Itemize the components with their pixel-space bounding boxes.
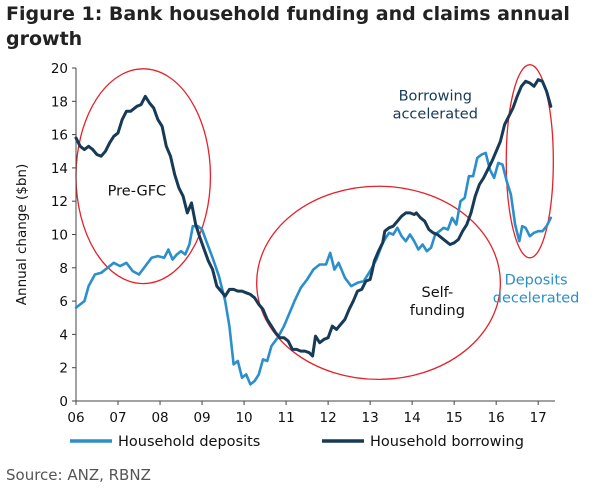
legend: Household deposits Household borrowing — [70, 434, 524, 450]
annotation-line: accelerated — [393, 107, 478, 123]
annotations: Pre-GFC Self-funding Borrowing accelerated D… — [108, 88, 580, 319]
x-tick-label: 07 — [109, 410, 126, 426]
y-tick-label: 2 — [59, 361, 68, 377]
self-funding-ellipse — [256, 185, 502, 381]
legend-label-deposits: Household deposits — [118, 434, 260, 450]
y-tick-label: 4 — [59, 327, 68, 343]
x-tick-label: 15 — [446, 410, 463, 426]
annotation-pre-gfc: Pre-GFC — [108, 183, 167, 199]
x-tick-label: 06 — [67, 410, 84, 426]
household-borrowing-line — [74, 78, 553, 358]
annotation-borrowing-accelerated: Borrowing accelerated — [393, 88, 478, 122]
x-tick-label: 14 — [404, 410, 421, 426]
annotation-line: Deposits — [505, 272, 568, 288]
annotation-line: funding — [410, 303, 465, 319]
y-tick-label: 8 — [59, 261, 68, 277]
annotation-line: decelerated — [493, 291, 580, 307]
x-tick-label: 09 — [193, 410, 210, 426]
source-note: Source: ANZ, RBNZ — [6, 466, 151, 484]
annotation-self-funding: Self-funding — [410, 285, 465, 319]
x-tick-label: 13 — [362, 410, 379, 426]
annotation-line: Borrowing — [399, 88, 472, 104]
x-tick-label: 10 — [235, 410, 252, 426]
y-axis-title: Annual change ($bn) — [14, 164, 30, 305]
y-tick-label: 0 — [59, 394, 68, 410]
y-tick-label: 14 — [51, 161, 68, 177]
x-tick-label: 08 — [151, 410, 168, 426]
figure-title: Figure 1: Bank household funding and cla… — [6, 3, 570, 50]
axes: 0 2 4 6 8 10 12 14 16 18 20 06 07 08 09 10 11 12 13 14 15 16 1… — [14, 61, 555, 426]
x-tick-label: 11 — [277, 410, 294, 426]
household-deposits-line — [74, 151, 553, 386]
annotation-line: Self- — [421, 285, 453, 301]
y-tick-label: 18 — [51, 94, 68, 110]
y-tick-label: 20 — [51, 61, 68, 77]
x-tick-label: 16 — [488, 410, 505, 426]
y-tick-label: 10 — [51, 228, 68, 244]
annotation-deposits-decelerated: Deposits decelerated — [493, 272, 580, 306]
recent-ellipse — [505, 64, 554, 259]
y-tick-label: 12 — [51, 194, 68, 210]
y-tick-label: 6 — [59, 294, 68, 310]
legend-label-borrowing: Household borrowing — [370, 434, 524, 450]
highlight-ellipses — [75, 64, 554, 381]
series-lines — [74, 78, 553, 386]
x-tick-label: 17 — [530, 410, 547, 426]
y-tick-label: 16 — [51, 128, 68, 144]
annotation-line: Pre-GFC — [108, 183, 167, 199]
x-tick-label: 12 — [320, 410, 337, 426]
